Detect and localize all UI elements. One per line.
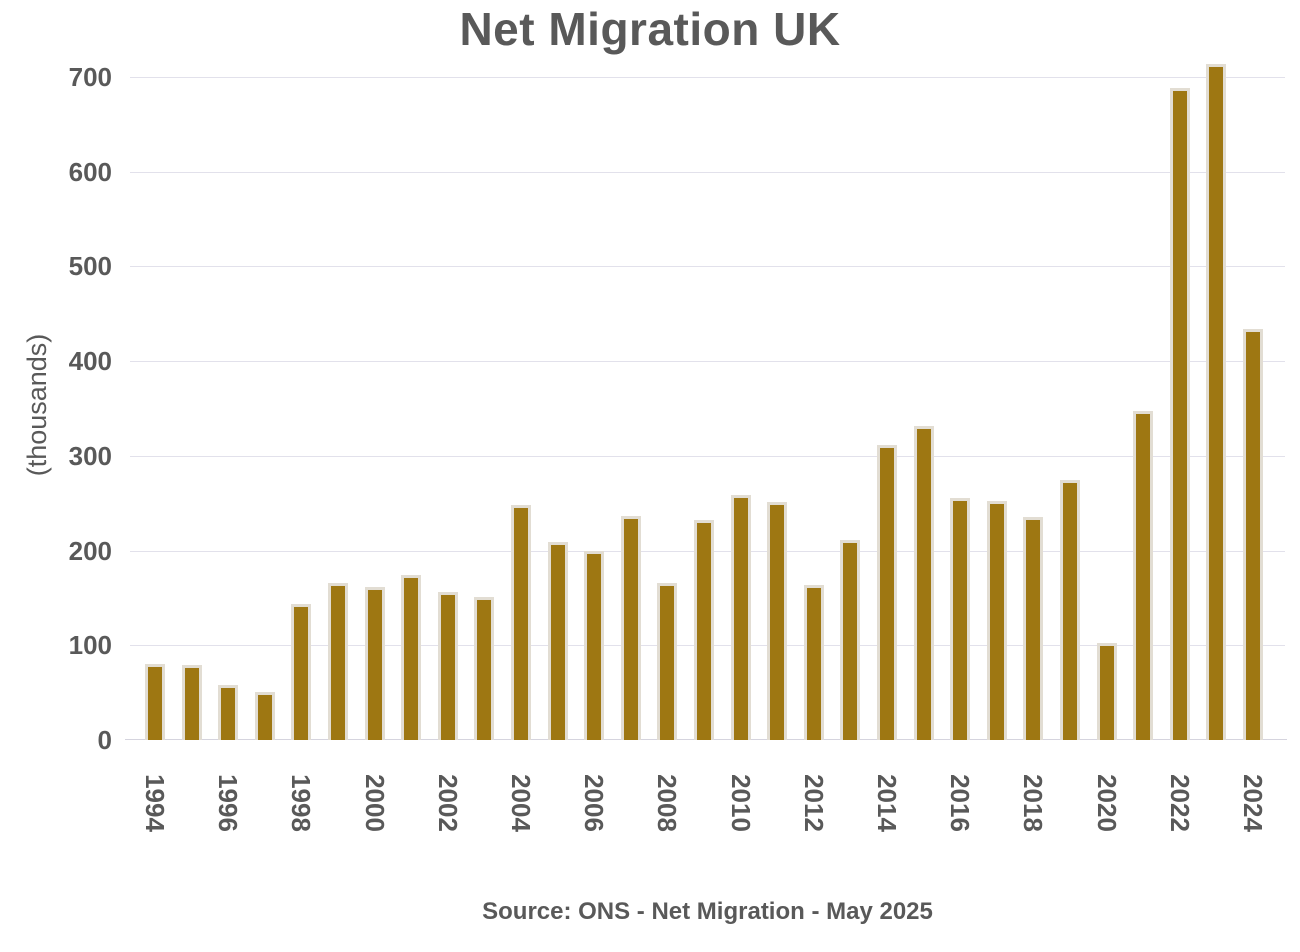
gridline-600 xyxy=(130,171,1285,173)
x-tick-2012: 2012 xyxy=(798,774,829,832)
x-tick-2000: 2000 xyxy=(359,774,390,832)
bar-2013 xyxy=(840,540,861,740)
bar-2006 xyxy=(584,551,605,740)
bar-2005 xyxy=(547,541,568,740)
bar-1999 xyxy=(328,582,348,740)
bar-2011 xyxy=(767,502,788,740)
bar-2022 xyxy=(1169,88,1190,740)
y-tick-0: 0 xyxy=(97,725,112,755)
gridline-300 xyxy=(130,455,1285,457)
y-tick-400: 400 xyxy=(68,346,112,377)
bar-2002 xyxy=(437,592,458,740)
bar-2003 xyxy=(474,596,495,740)
bar-2014 xyxy=(877,445,897,740)
bar-1996 xyxy=(218,684,239,740)
plot-area xyxy=(125,63,1287,740)
gridline-500 xyxy=(130,266,1285,268)
bar-2024 xyxy=(1243,328,1263,740)
bar-2018 xyxy=(1023,517,1044,740)
bar-2023 xyxy=(1206,63,1227,740)
bar-2010 xyxy=(730,494,751,740)
bar-2000 xyxy=(364,587,385,740)
y-tick-100: 100 xyxy=(68,630,112,661)
x-tick-2008: 2008 xyxy=(652,774,683,832)
bar-2012 xyxy=(803,584,824,740)
x-tick-1998: 1998 xyxy=(286,774,317,832)
bar-2019 xyxy=(1060,480,1080,740)
x-tick-1994: 1994 xyxy=(140,774,170,832)
bar-1995 xyxy=(181,665,202,740)
x-tick-2014: 2014 xyxy=(872,774,902,832)
y-tick-700: 700 xyxy=(68,62,112,92)
bar-1994 xyxy=(145,664,165,740)
x-tick-2010: 2010 xyxy=(725,774,756,832)
source-caption: Source: ONS - Net Migration - May 2025 xyxy=(482,898,933,925)
bar-2017 xyxy=(986,501,1007,740)
x-tick-2002: 2002 xyxy=(432,774,463,832)
chart-title: Net Migration UK xyxy=(459,3,841,55)
x-tick-2018: 2018 xyxy=(1018,774,1049,832)
bar-2016 xyxy=(950,498,971,740)
bar-2009 xyxy=(694,520,714,740)
gridline-700 xyxy=(130,77,1285,78)
bar-2020 xyxy=(1096,643,1117,740)
x-tick-2004: 2004 xyxy=(506,774,536,832)
x-tick-2024: 2024 xyxy=(1238,774,1268,832)
gridline-400 xyxy=(130,361,1285,363)
bar-2007 xyxy=(620,516,641,740)
bar-1997 xyxy=(254,691,275,740)
y-tick-300: 300 xyxy=(68,440,112,471)
bar-2008 xyxy=(657,582,678,740)
y-tick-200: 200 xyxy=(68,535,112,566)
y-tick-500: 500 xyxy=(68,251,112,282)
y-axis-label: (thousands) xyxy=(22,333,52,477)
bar-1998 xyxy=(291,604,312,740)
bar-2021 xyxy=(1133,411,1154,740)
bar-2001 xyxy=(401,575,422,740)
x-tick-2022: 2022 xyxy=(1164,774,1195,832)
y-tick-600: 600 xyxy=(68,156,112,187)
bar-2015 xyxy=(913,426,934,740)
x-tick-2016: 2016 xyxy=(945,774,976,832)
x-tick-2006: 2006 xyxy=(579,774,610,832)
bar-2004 xyxy=(511,504,531,740)
x-tick-2020: 2020 xyxy=(1091,774,1122,832)
x-tick-1996: 1996 xyxy=(213,774,244,832)
